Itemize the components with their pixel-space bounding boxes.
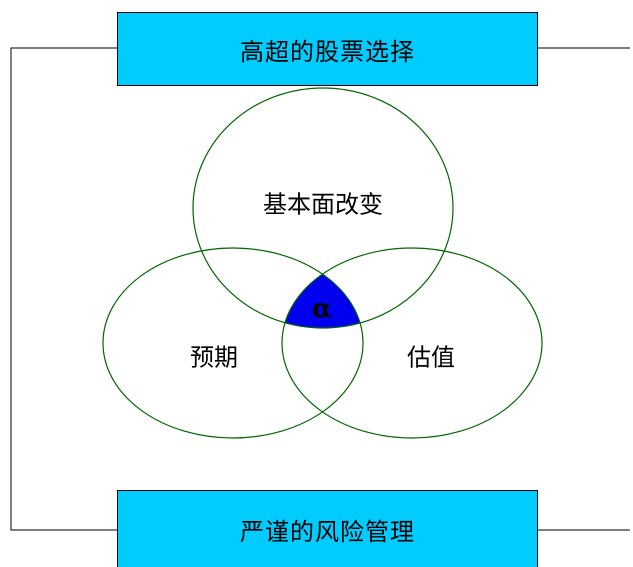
circle-label-valuation: 估值	[407, 343, 455, 372]
left-bracket-line	[10, 47, 117, 531]
circle-valuation	[281, 247, 543, 439]
circle-fundamental	[192, 87, 454, 329]
top-box-stock-selection: 高超的股票选择	[117, 12, 538, 86]
circle-expectation	[102, 247, 364, 439]
circle-label-expectation: 预期	[190, 343, 238, 372]
top-box-label: 高超的股票选择	[240, 37, 415, 66]
bottom-box-risk-management: 严谨的风险管理	[117, 490, 538, 567]
circle-label-fundamental: 基本面改变	[263, 190, 383, 219]
bottom-box-label: 严谨的风险管理	[240, 517, 415, 546]
alpha-symbol: α	[311, 294, 333, 324]
